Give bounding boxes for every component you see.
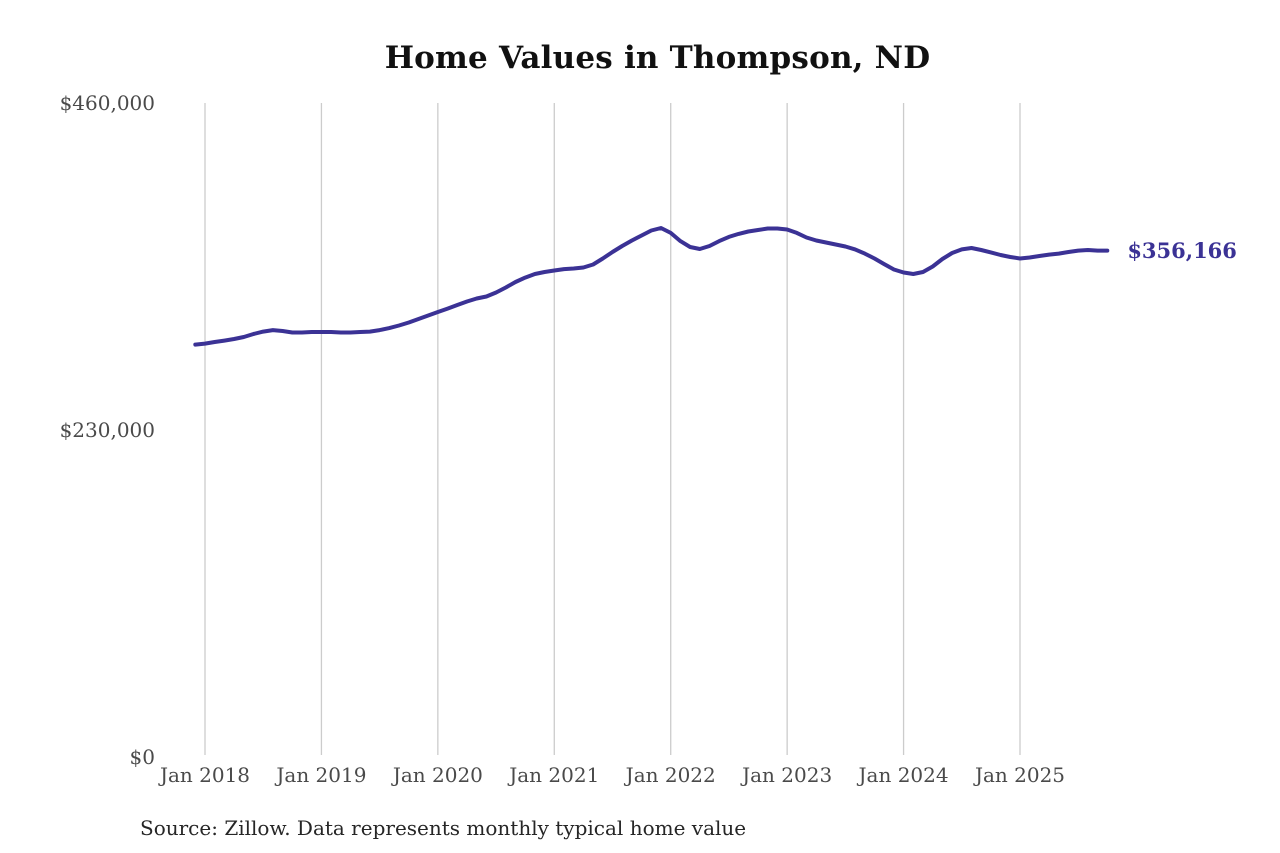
x-axis-tick-label: Jan 2023	[740, 763, 832, 787]
x-axis-tick-label: Jan 2019	[274, 763, 366, 787]
x-axis-tick-label: Jan 2024	[857, 763, 949, 787]
y-axis-tick-label: $460,000	[60, 91, 155, 115]
x-axis-tick-label: Jan 2018	[158, 763, 250, 787]
x-axis-tick-label: Jan 2025	[973, 763, 1065, 787]
source-note: Source: Zillow. Data represents monthly …	[140, 816, 747, 840]
x-axis-tick-label: Jan 2022	[624, 763, 716, 787]
x-axis-tick-label: Jan 2020	[391, 763, 483, 787]
latest-value-label: $356,166	[1127, 237, 1237, 263]
y-axis-tick-label: $230,000	[60, 418, 155, 442]
chart-title: Home Values in Thompson, ND	[384, 40, 931, 76]
x-axis-tick-label: Jan 2021	[507, 763, 599, 787]
y-axis-tick-label: $0	[130, 745, 155, 769]
home-value-line	[193, 226, 1110, 347]
